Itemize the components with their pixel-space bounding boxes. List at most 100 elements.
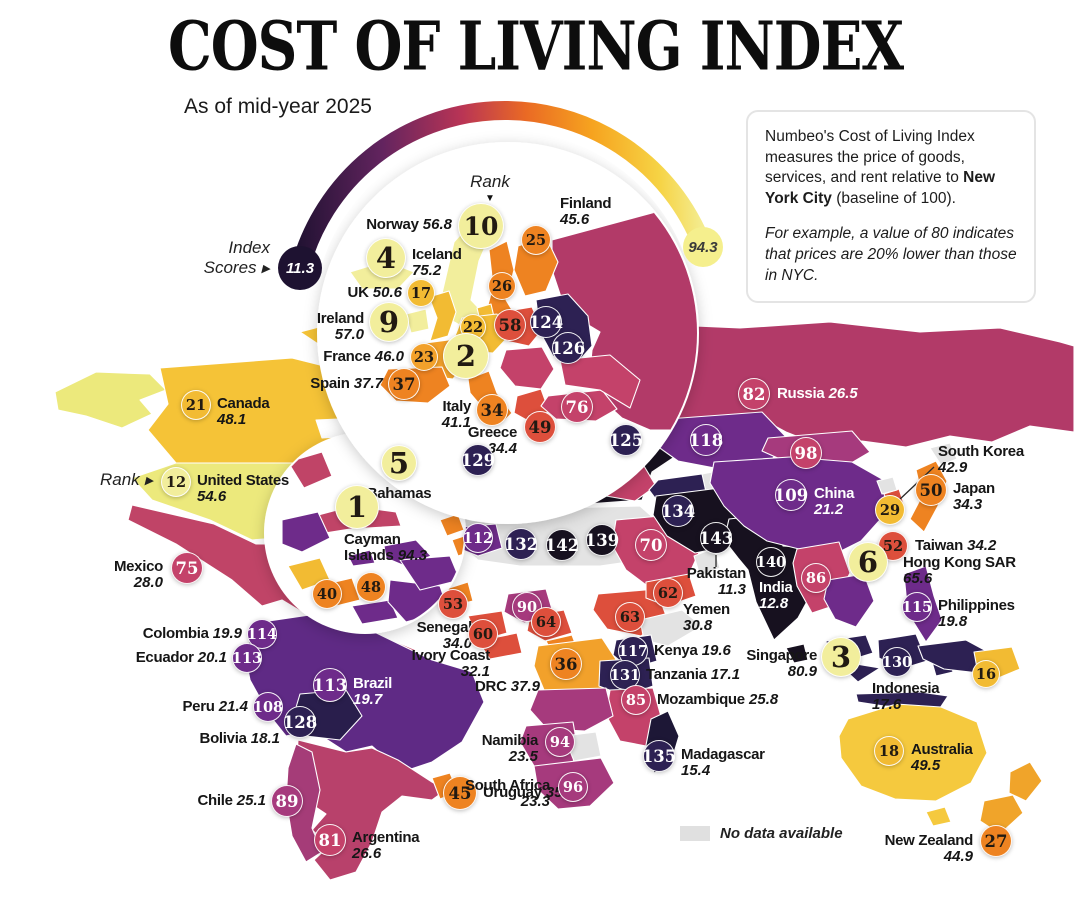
rank-number: 45 (448, 783, 472, 803)
rank-number: 70 (639, 535, 663, 555)
rank-badge-spain: 37 (388, 368, 420, 400)
rank-number: 63 (619, 608, 641, 626)
rank-badge-drc: 36 (550, 648, 582, 680)
rank-number: 1 (346, 490, 368, 524)
country-label-indonesia: Indonesia 17.6 (872, 680, 940, 713)
rank-number: 142 (544, 535, 580, 555)
country-label-singapore: Singapore 80.9 (746, 647, 817, 680)
country-label-taiwan: Taiwan 34.2 (915, 537, 997, 554)
rank-badge-argentina: 81 (314, 824, 346, 856)
country-label-ireland: Ireland 57.0 (316, 310, 364, 343)
rank-badge-132: 132 (503, 528, 539, 560)
rank-badge-russia: 82 (738, 378, 770, 410)
rank-number: 62 (657, 584, 679, 602)
rank-badge-2: 2 (443, 333, 489, 379)
rank-badge-90: 90 (512, 592, 542, 622)
rank-number: 117 (617, 642, 649, 660)
rank-number: 85 (625, 691, 647, 709)
rank-number: 131 (609, 666, 641, 684)
rank-badge-ecuador: 113 (232, 643, 262, 673)
country-label-south-korea: South Korea 42.9 (938, 443, 1024, 476)
country-label-namibia: Namibia 23.5 (481, 732, 539, 765)
country-label-madagascar: Madagascar 15.4 (681, 746, 765, 779)
country-label-ivory-coast: Ivory Coast 32.1 (411, 647, 491, 680)
rank-badge-70: 70 (635, 529, 667, 561)
rank-number: 81 (318, 830, 342, 850)
rank-number: 3 (830, 640, 852, 674)
rank-badge-senegal: 53 (438, 589, 468, 619)
rank-badge-ivory-coast: 60 (468, 619, 498, 649)
nyc-bold: New York City (765, 169, 996, 207)
rank-number: 10 (463, 211, 499, 241)
country-label-hong-kong-sar: Hong Kong SAR 65.6 (903, 554, 1016, 587)
country-label-iceland: Iceland 75.2 (412, 246, 462, 279)
rank-number: 96 (562, 778, 584, 796)
rank-badge-norway: 10 (458, 203, 504, 249)
country-label-spain: Spain 37.7 (310, 375, 383, 392)
subtitle: As of mid-year 2025 (184, 95, 372, 118)
index-scale-min-badge: 11.3 (278, 246, 322, 290)
country-label-tanzania: Tanzania 17.1 (646, 666, 741, 683)
rank-number: 64 (535, 613, 557, 631)
index-scores-legend: Index Scores ▶ (203, 238, 270, 278)
rank-badge-58: 58 (494, 309, 526, 341)
rank-badge-124: 124 (529, 306, 563, 338)
rank-badge-italy: 34 (476, 394, 508, 426)
rank-badge-iceland: 4 (366, 238, 406, 278)
country-label-india: India 12.8 (759, 579, 793, 612)
pointer-down-icon: ▼ (485, 193, 495, 204)
rank-number: 108 (252, 698, 284, 716)
info-paragraph-1: Numbeo's Cost of Living Index measures t… (765, 128, 996, 207)
country-label-bahamas: Bahamas (366, 485, 432, 502)
rank-number: 52 (882, 537, 904, 555)
rank-number: 21 (185, 396, 207, 414)
info-box: Numbeo's Cost of Living Index measures t… (746, 110, 1036, 304)
country-label-japan: Japan 34.3 (953, 480, 995, 513)
rank-badge-france: 23 (410, 343, 438, 371)
country-label-mozambique: Mozambique 25.8 (657, 691, 779, 708)
country-label-canada: Canada 48.1 (217, 395, 270, 428)
rank-badge-singapore: 3 (821, 637, 861, 677)
rank-badge-112: 112 (463, 523, 493, 553)
rank-badge-mozambique: 85 (621, 685, 651, 715)
country-label-united-states: United States 54.6 (197, 472, 289, 505)
rank-badge-new-zealand: 27 (980, 825, 1012, 857)
rank-number: 114 (246, 625, 278, 643)
rank-badge-bahamas: 5 (381, 445, 417, 481)
rank-badge-26: 26 (488, 272, 516, 300)
pointer-right-icon: ▶ (261, 263, 270, 276)
rank-number: 34 (480, 400, 504, 420)
rank-badge-64: 64 (531, 607, 561, 637)
rank-badge-mexico: 75 (171, 552, 203, 584)
rank-number: 40 (316, 585, 338, 603)
rank-number: 140 (755, 553, 787, 571)
rank-number: 113 (231, 649, 263, 667)
country-label-cayman-islands: Cayman Islands 94.3 (344, 531, 427, 564)
rank-badge-98: 98 (790, 437, 822, 469)
rank-badge-chile: 89 (271, 785, 303, 817)
rank-badge-ireland: 9 (369, 302, 409, 342)
rank-number: 132 (503, 534, 539, 554)
country-label-pakistan: Pakistan 11.3 (686, 565, 747, 598)
index-scale-max-badge: 94.3 (683, 227, 723, 267)
country-label-senegal: Senegal 34.0 (416, 619, 473, 652)
rank-header-label: Rank (470, 172, 510, 191)
rank-number: 113 (312, 675, 348, 695)
rank-legend: Rank ▶ (100, 470, 154, 489)
rank-number: 89 (275, 791, 299, 811)
country-label-argentina: Argentina 26.6 (352, 829, 420, 862)
page-title: COST OF LIVING INDEX (168, 6, 904, 86)
rank-number: 94 (549, 733, 571, 751)
rank-number: 50 (919, 480, 943, 500)
rank-badge-125: 125 (609, 424, 643, 456)
rank-number: 53 (442, 595, 464, 613)
rank-badge-kenya: 117 (618, 636, 648, 666)
rank-number: 26 (491, 277, 513, 295)
country-label-colombia: Colombia 19.9 (142, 625, 242, 642)
rank-badge-142: 142 (544, 529, 580, 561)
rank-number: 17 (410, 284, 432, 302)
rank-badge-76: 76 (561, 391, 593, 423)
rank-number: 25 (525, 231, 547, 249)
